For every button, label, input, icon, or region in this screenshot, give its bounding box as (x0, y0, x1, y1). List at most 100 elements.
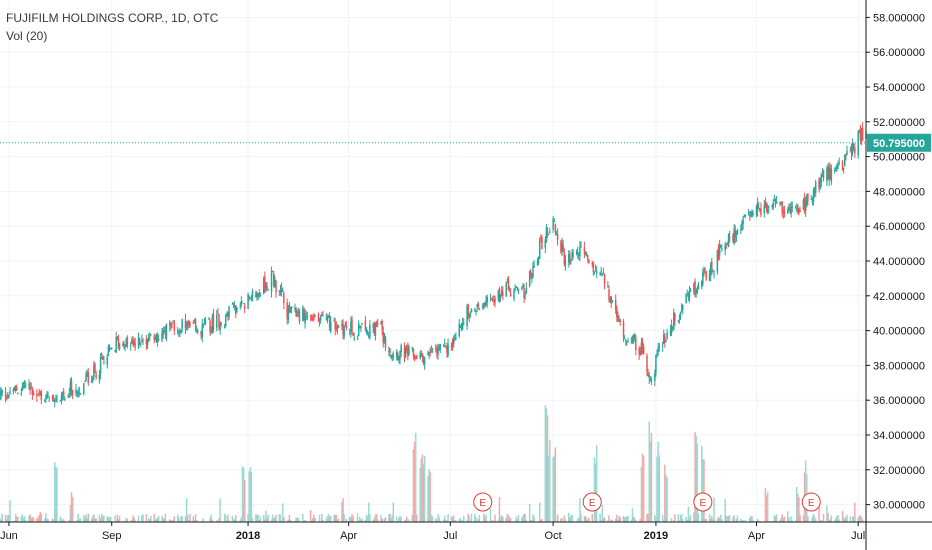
candle-body (595, 272, 598, 274)
candle-body (114, 350, 116, 352)
candle-body (361, 323, 363, 325)
volume-bar (374, 514, 377, 522)
volume-bar (12, 520, 15, 522)
candle-body (712, 271, 714, 273)
volume-bar (395, 516, 398, 522)
candle-body (32, 392, 35, 396)
candle-body (184, 319, 187, 329)
volume-bar (428, 469, 430, 522)
volume-indicator-label[interactable]: Vol (20) (6, 29, 48, 43)
volume-bar (125, 518, 128, 522)
volume-bar (256, 515, 258, 522)
candle-body (155, 335, 158, 343)
volume-bar (837, 514, 839, 522)
candle-body (62, 391, 65, 398)
candle-body (61, 394, 64, 398)
earnings-marker[interactable]: E (801, 492, 821, 512)
volume-bar (509, 518, 512, 522)
candle-body (298, 311, 301, 322)
candle-body (287, 307, 290, 320)
candle-body (256, 295, 258, 297)
candle-body (264, 276, 266, 290)
volume-bar (52, 519, 55, 522)
candle-body (416, 355, 418, 359)
candle-body (462, 323, 465, 325)
volume-bar (804, 460, 807, 522)
candle-body (781, 202, 783, 214)
candle-body (536, 261, 539, 265)
candle-body (522, 286, 524, 288)
volume-bar (8, 515, 10, 522)
earnings-marker[interactable]: E (582, 492, 602, 512)
volume-bar (416, 514, 418, 522)
volume-bar (289, 519, 292, 522)
candle-body (635, 337, 637, 351)
earnings-marker[interactable]: E (473, 492, 493, 512)
volume-bar (555, 520, 558, 522)
candle-body (333, 320, 335, 322)
candle-body (218, 314, 220, 328)
candle-body (39, 391, 41, 393)
last-price-label: 50.795000 (873, 138, 925, 150)
candle-body (844, 154, 846, 166)
volume-bar (185, 498, 188, 522)
volume-bar (569, 517, 571, 522)
candle-body (740, 229, 742, 231)
volume-bar (17, 516, 19, 522)
candle-body (591, 263, 593, 265)
earnings-marker[interactable]: E (693, 492, 713, 512)
candle-body (288, 304, 291, 313)
volume-bar (799, 514, 801, 522)
candle-body (436, 350, 438, 354)
chart-title[interactable]: FUJIFILM HOLDINGS CORP., 1D, OTC (6, 11, 219, 25)
volume-bar (412, 449, 415, 522)
candle-body (398, 357, 400, 361)
volume-bar (718, 517, 721, 522)
volume-bar (267, 514, 269, 522)
candle-body (854, 147, 856, 154)
volume-bar (356, 513, 359, 522)
earnings-circle (801, 492, 821, 512)
candle-body (625, 340, 627, 342)
candle-body (500, 289, 503, 296)
volume-bar (744, 519, 747, 522)
candle-body (1, 390, 3, 393)
candle-body (110, 347, 113, 349)
volume-bar (679, 515, 682, 522)
volume-bar (655, 517, 657, 522)
candle-body (146, 338, 149, 346)
candle-body (783, 211, 786, 214)
candle-body (251, 290, 254, 299)
candle-body (125, 338, 128, 347)
candle-body (9, 391, 11, 394)
candle-body (126, 338, 129, 346)
volume-bar (131, 519, 133, 522)
candle-body (192, 323, 195, 325)
candle-body (40, 391, 43, 401)
candle-body (202, 325, 205, 327)
volume-bar (725, 515, 728, 522)
volume-bar (93, 514, 95, 522)
candle-body (357, 323, 360, 336)
candle-body (381, 320, 383, 331)
candle-body (180, 330, 182, 332)
volume-bar (857, 517, 859, 522)
candle-body (193, 321, 196, 323)
candle-body (367, 335, 370, 337)
volume-bar (39, 511, 41, 522)
candle-body (600, 270, 602, 272)
volume-bar (288, 514, 291, 522)
earnings-circle (693, 492, 713, 512)
volume-bar (705, 518, 707, 522)
volume-bar (359, 516, 361, 522)
volume-bar (752, 520, 754, 522)
volume-bar (202, 518, 205, 522)
volume-bar (530, 519, 532, 522)
volume-bar (544, 405, 547, 522)
volume-bar (84, 517, 86, 522)
volume-bar (583, 515, 586, 522)
volume-bar (352, 516, 354, 522)
